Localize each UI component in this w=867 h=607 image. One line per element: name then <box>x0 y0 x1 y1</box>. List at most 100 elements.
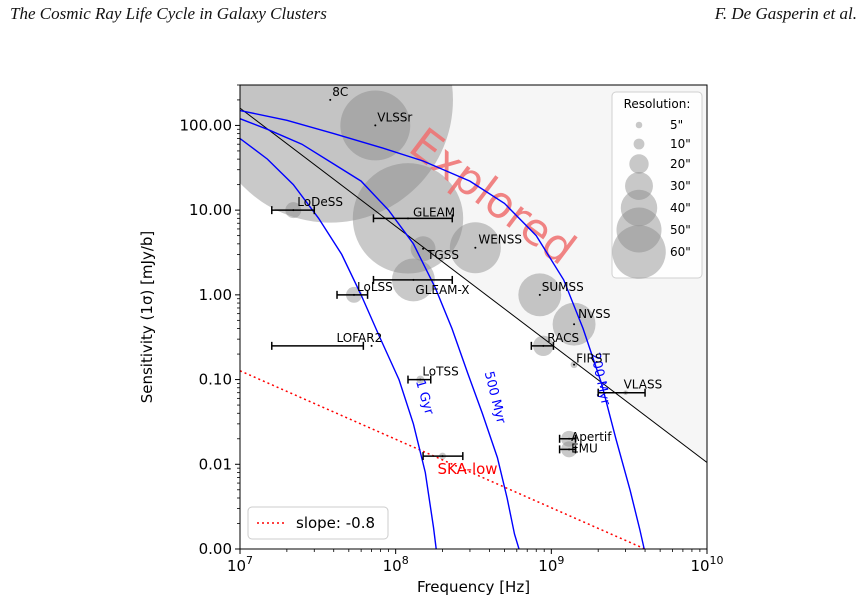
legend-entry-label: 20" <box>670 157 691 171</box>
survey-point <box>568 448 571 451</box>
survey-label: TGSS <box>426 248 459 262</box>
resolution-legend: Resolution: 5" 10" 20" 30" 40" 50" 60" <box>611 91 703 279</box>
legend-entry-label: 40" <box>670 201 691 215</box>
survey-first: FIRST <box>573 352 610 366</box>
x-axis: 107 108 109 1010 Frequency [Hz] <box>227 549 724 596</box>
legend-entry-label: 60" <box>670 245 691 259</box>
x-tick-label: 108 <box>383 554 409 575</box>
survey-point <box>573 323 576 326</box>
legend-marker <box>633 138 645 150</box>
survey-point <box>568 437 571 440</box>
x-tick-label: 1010 <box>690 554 723 575</box>
survey-emu: EMU <box>558 441 598 455</box>
survey-label: VLSSr <box>377 110 412 124</box>
survey-label: WENSS <box>478 233 522 247</box>
survey-label: FIRST <box>576 352 610 366</box>
survey-point <box>412 278 415 281</box>
survey-label: GLEAM <box>413 205 455 219</box>
survey-circle-8c <box>240 85 453 223</box>
survey-label: LoDeSS <box>297 195 343 209</box>
survey-label: EMU <box>571 441 598 455</box>
survey-point <box>573 363 576 366</box>
survey-point <box>292 209 295 212</box>
y-tick-label: 0.01 <box>199 455 232 473</box>
legend-entry-label: 10" <box>670 137 691 151</box>
survey-label: LOFAR2 <box>337 331 383 345</box>
survey-lolss: LoLSS <box>336 280 393 299</box>
x-tick-label: 107 <box>227 554 253 575</box>
legend-title: Resolution: <box>624 97 691 111</box>
line-legend-box <box>247 506 389 540</box>
survey-label: LoTSS <box>422 365 458 379</box>
header-paper-title: The Cosmic Ray Life Cycle in Galaxy Clus… <box>10 4 327 23</box>
survey-point <box>441 455 444 458</box>
y-tick-label: 10.00 <box>189 201 232 219</box>
aging-curve-1-gyr <box>240 137 437 549</box>
survey-vlssr: VLSSr <box>374 110 412 127</box>
survey-point <box>353 293 356 296</box>
slope-line <box>240 370 646 549</box>
y-axis-label: Sensitivity (1σ) [mJy/b] <box>138 231 156 404</box>
y-tick-label: 0.10 <box>199 371 232 389</box>
survey-racs: RACS <box>530 331 579 350</box>
survey-gleam: GLEAM <box>372 205 455 223</box>
survey-ska-low: SKA-low <box>422 452 498 478</box>
survey-label: RACS <box>547 331 579 345</box>
y-axis: 0.00 0.01 0.10 1.00 10.00 100.00 Sensitivity (… <box>138 84 240 558</box>
survey-point <box>538 293 541 296</box>
survey-lofar2: LOFAR2 <box>271 331 383 350</box>
survey-label: Apertif <box>571 430 612 444</box>
plot-frame <box>239 84 708 550</box>
survey-tgss: TGSS <box>422 248 459 262</box>
survey-lotss: LoTSS <box>407 365 459 384</box>
survey-lodess: LoDeSS <box>271 195 343 215</box>
survey-apertif: Apertif <box>558 430 612 444</box>
legend-entry-label: 30" <box>670 179 691 193</box>
survey-point <box>474 246 477 249</box>
survey-gleam-x: GLEAM-X <box>372 275 469 297</box>
survey-label: 8C <box>332 85 348 99</box>
survey-label: SKA-low <box>438 460 498 478</box>
legend-marker <box>612 225 666 279</box>
survey-label: LoLSS <box>357 280 393 294</box>
legend-marker <box>629 154 649 174</box>
line-legend-label: slope: -0.8 <box>296 514 375 532</box>
survey-nvss: NVSS <box>573 307 611 326</box>
survey-8c: 8C <box>329 85 348 101</box>
survey-point <box>624 391 627 394</box>
legend-marker <box>620 189 658 227</box>
page-header: The Cosmic Ray Life Cycle in Galaxy Clus… <box>0 0 867 40</box>
aging-curve-label: 1 Gyr <box>412 378 436 417</box>
survey-point <box>370 344 373 347</box>
x-tick-label: 109 <box>538 554 564 575</box>
survey-point <box>422 247 425 250</box>
survey-wenss: WENSS <box>474 233 522 249</box>
legend-marker <box>625 172 653 200</box>
x-axis-label: Frequency [Hz] <box>417 578 530 596</box>
legend-marker <box>635 121 643 129</box>
aging-curve-label: 500 Myr <box>481 370 509 426</box>
aging-curve-200-myr <box>240 109 645 549</box>
survey-point <box>542 344 545 347</box>
y-tick-label: 100.00 <box>180 116 233 134</box>
survey-point <box>374 124 377 127</box>
legend-marker <box>616 207 662 253</box>
survey-point <box>406 217 409 220</box>
reference-line <box>240 107 707 463</box>
legend-box <box>611 91 703 279</box>
survey-sumss: SUMSS <box>538 280 584 296</box>
legend-entry-label: 5" <box>670 118 683 132</box>
survey-point <box>419 378 422 381</box>
survey-label: GLEAM-X <box>415 283 469 297</box>
legend-entry-label: 50" <box>670 223 691 237</box>
explored-region <box>240 85 707 463</box>
survey-label: SUMSS <box>542 280 584 294</box>
survey-vlass: VLASS <box>597 378 663 397</box>
line-legend: slope: -0.8 <box>247 506 389 540</box>
survey-point <box>329 98 332 101</box>
survey-label: VLASS <box>624 378 663 392</box>
y-tick-label: 1.00 <box>199 286 232 304</box>
aging-curve-500-myr <box>240 118 520 549</box>
